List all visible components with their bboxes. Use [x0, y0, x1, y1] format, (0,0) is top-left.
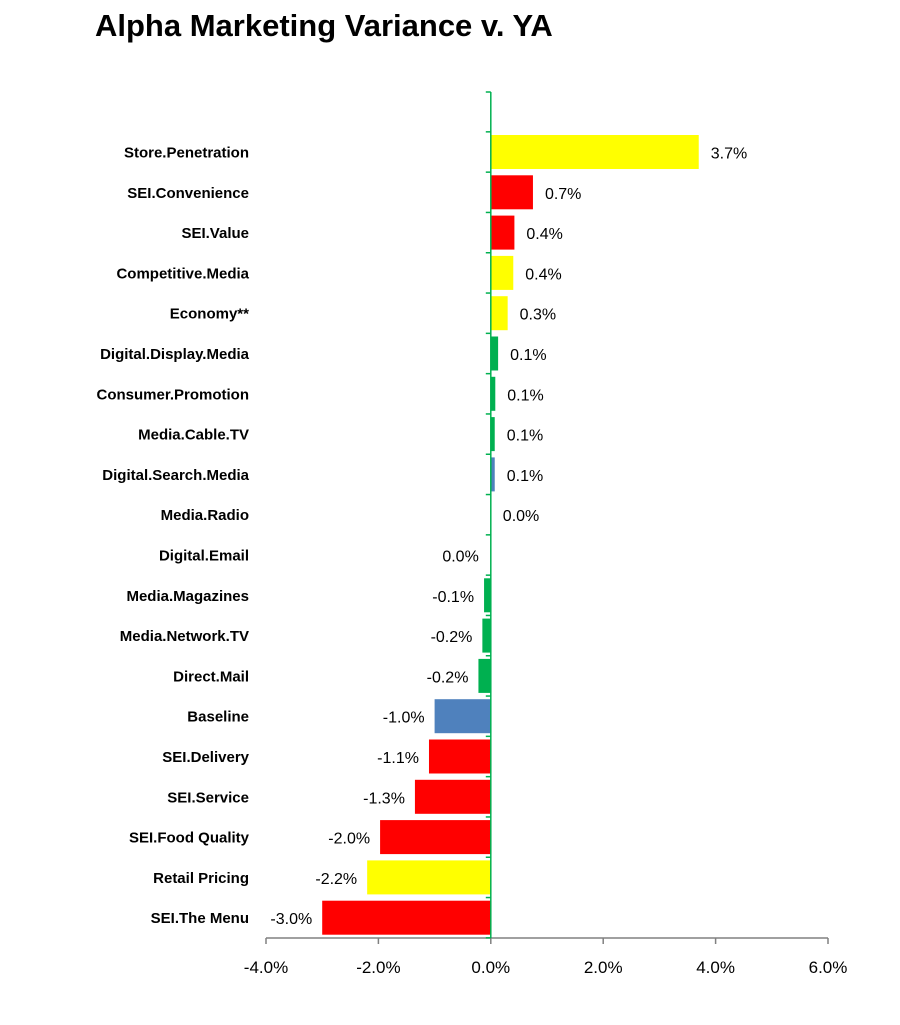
data-label: 0.3% [520, 307, 556, 324]
category-label: Competitive.Media [116, 265, 249, 282]
bar [322, 900, 491, 935]
x-tick-label: 4.0% [696, 958, 735, 977]
category-label: Media.Radio [161, 507, 249, 524]
data-label: 0.0% [503, 508, 539, 525]
bar [490, 215, 515, 250]
category-label: SEI.Value [181, 225, 249, 242]
data-label: 0.0% [442, 549, 478, 566]
data-label: 3.7% [711, 146, 747, 163]
category-label: Baseline [187, 709, 249, 726]
bar [482, 618, 491, 653]
bar [490, 376, 496, 411]
data-label: -3.0% [270, 911, 312, 928]
bar [490, 417, 495, 452]
category-label: SEI.The Menu [151, 910, 249, 927]
bar [414, 779, 491, 814]
category-label: SEI.Food Quality [129, 830, 250, 847]
x-tick-label: 0.0% [471, 958, 510, 977]
x-tick-label: 6.0% [809, 958, 848, 977]
bar [490, 255, 514, 290]
category-label: Direct.Mail [173, 668, 249, 685]
category-label: Media.Network.TV [120, 628, 249, 645]
data-label: 0.4% [526, 226, 562, 243]
bar [367, 860, 491, 895]
bar [490, 135, 699, 169]
category-label: SEI.Service [167, 789, 249, 806]
bar [484, 578, 491, 613]
category-label: Store.Penetration [124, 145, 249, 162]
x-tick-label: -2.0% [356, 958, 400, 977]
bar [478, 658, 491, 693]
category-label: Economy** [170, 306, 249, 323]
data-label: 0.4% [525, 266, 561, 283]
category-label: Digital.Email [159, 548, 249, 565]
data-label: 0.1% [507, 468, 543, 485]
data-label: -1.3% [363, 790, 405, 807]
category-label: SEI.Convenience [127, 185, 249, 202]
category-label: Consumer.Promotion [96, 386, 249, 403]
category-label: Retail Pricing [153, 870, 249, 887]
bar [434, 699, 491, 734]
data-label: 0.7% [545, 186, 581, 203]
data-label: 0.1% [507, 387, 543, 404]
data-label: -2.2% [315, 871, 357, 888]
data-label: -2.0% [328, 831, 370, 848]
bar [428, 739, 491, 774]
data-label: 0.1% [507, 428, 543, 445]
category-label: Media.Cable.TV [138, 427, 249, 444]
data-label: -0.1% [432, 589, 474, 606]
category-label: Media.Magazines [126, 588, 249, 605]
bar [490, 175, 533, 210]
chart-title: Alpha Marketing Variance v. YA [95, 8, 553, 43]
data-label: -0.2% [427, 669, 469, 686]
data-label: -1.1% [377, 750, 419, 767]
bar [380, 820, 491, 855]
x-tick-label: -4.0% [244, 958, 288, 977]
data-label: -0.2% [431, 629, 473, 646]
data-label: 0.1% [510, 347, 546, 364]
bar [490, 457, 495, 492]
category-label: SEI.Delivery [162, 749, 249, 766]
data-label: -1.0% [383, 710, 425, 727]
x-tick-label: 2.0% [584, 958, 623, 977]
bar [490, 296, 508, 331]
category-label: Digital.Search.Media [102, 467, 249, 484]
bar [490, 336, 499, 371]
category-label: Digital.Display.Media [100, 346, 250, 363]
